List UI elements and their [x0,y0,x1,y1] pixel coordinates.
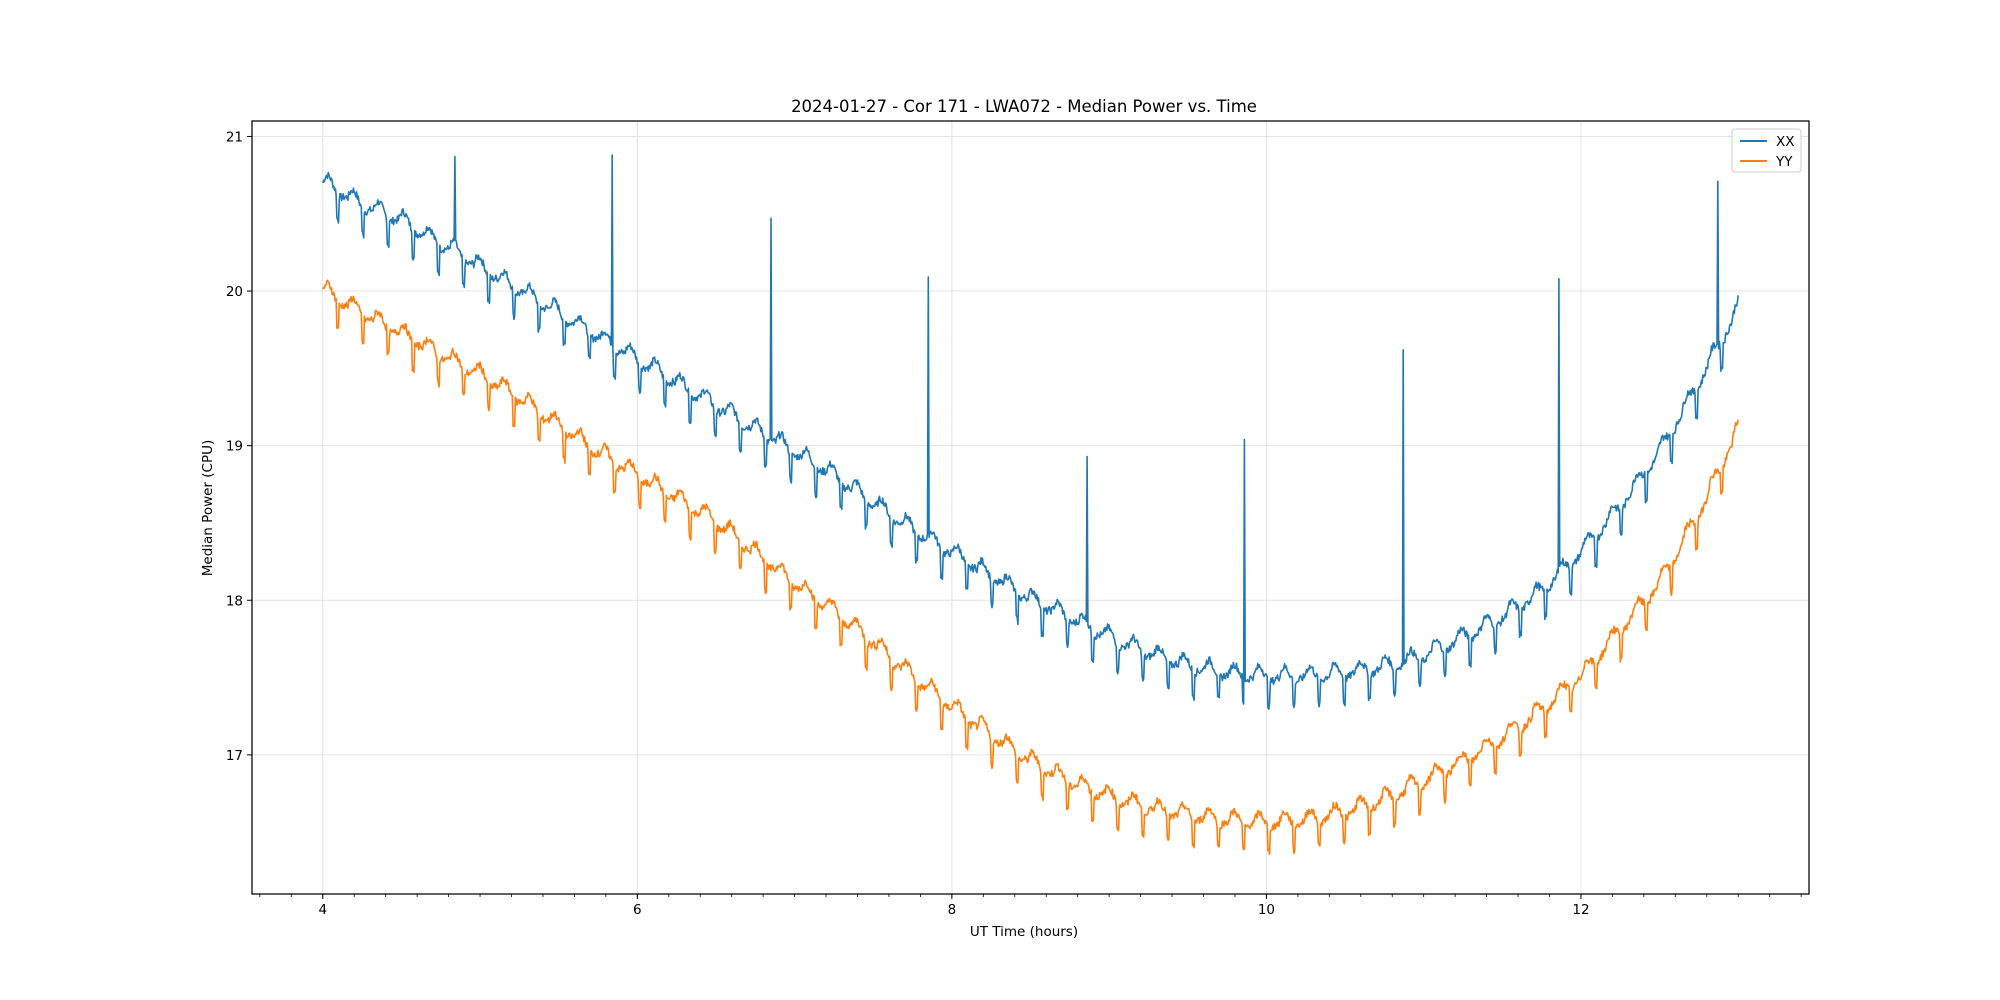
y-tick-label: 18 [226,593,243,609]
x-tick-label: 12 [1572,902,1589,918]
legend-label-yy: YY [1775,154,1793,170]
x-minor-ticks [259,894,1802,897]
x-tick-label: 8 [948,902,957,918]
y-tick-label: 19 [226,439,243,455]
axes-frame [251,120,1810,895]
y-axis-ticks: 17 18 19 20 21 [226,129,252,764]
x-axis-ticks: 4 6 8 10 12 [318,894,1590,918]
series-lines [322,154,1739,855]
y-axis-label: Median Power (CPU) [200,440,216,576]
y-tick-label: 21 [226,129,243,145]
x-tick-label: 6 [633,902,642,918]
series-line-yy [322,279,1739,855]
legend-label-xx: XX [1776,134,1795,150]
y-tick-label: 17 [226,748,243,764]
legend: XX YY [1731,128,1802,173]
y-tick-label: 20 [226,284,243,300]
x-axis-label: UT Time (hours) [970,924,1078,940]
chart-title: 2024-01-27 - Cor 171 - LWA072 - Median P… [791,97,1257,116]
x-tick-label: 4 [318,902,327,918]
series-line-xx [322,154,1739,710]
x-tick-label: 10 [1258,902,1275,918]
